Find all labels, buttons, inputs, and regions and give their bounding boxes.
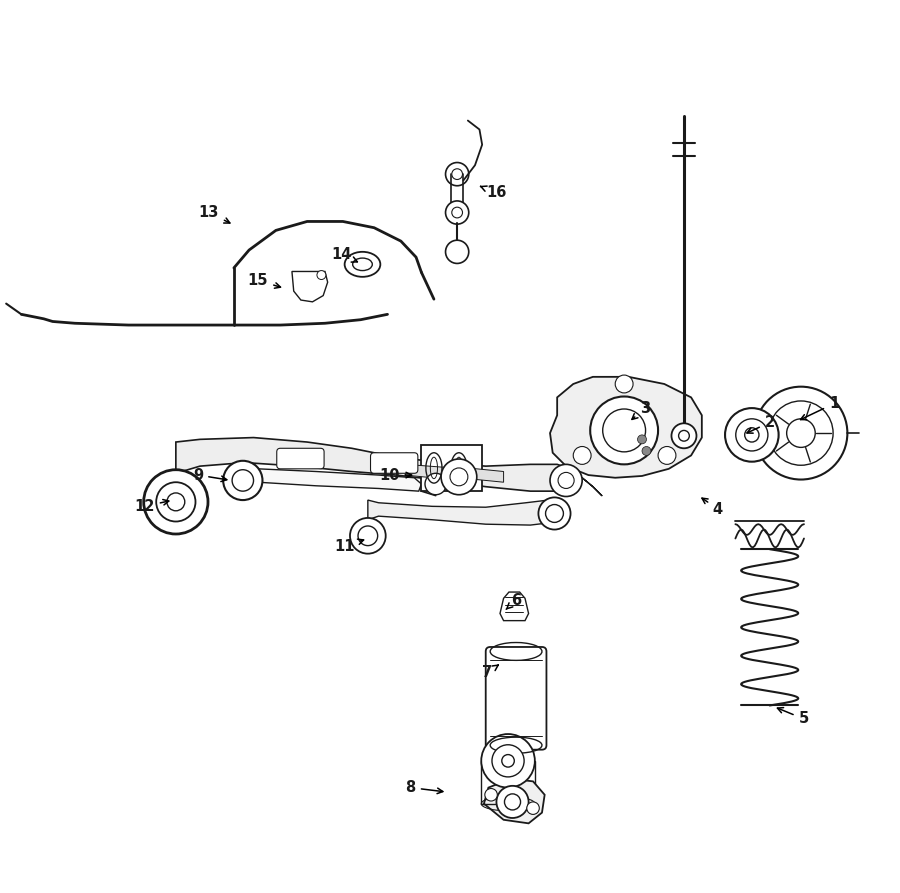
FancyBboxPatch shape <box>486 647 546 750</box>
FancyBboxPatch shape <box>277 448 324 469</box>
Text: 15: 15 <box>248 273 281 288</box>
Text: 11: 11 <box>335 539 364 554</box>
Bar <box>421 445 482 491</box>
Polygon shape <box>176 438 575 491</box>
Polygon shape <box>368 500 559 525</box>
FancyBboxPatch shape <box>482 761 535 804</box>
Circle shape <box>450 468 468 486</box>
Circle shape <box>616 375 633 393</box>
Text: 12: 12 <box>134 499 169 513</box>
Circle shape <box>157 482 195 522</box>
Text: 8: 8 <box>406 780 443 795</box>
Circle shape <box>223 461 263 500</box>
Circle shape <box>538 497 571 530</box>
Circle shape <box>736 419 768 451</box>
Ellipse shape <box>345 252 381 277</box>
Circle shape <box>502 755 514 767</box>
Circle shape <box>358 526 378 546</box>
Circle shape <box>642 446 651 455</box>
Circle shape <box>658 446 676 464</box>
Circle shape <box>590 396 658 464</box>
Text: 4: 4 <box>702 498 723 516</box>
Circle shape <box>526 802 539 814</box>
Text: 7: 7 <box>482 665 499 680</box>
Polygon shape <box>500 592 528 621</box>
Polygon shape <box>484 779 544 823</box>
Circle shape <box>446 201 469 224</box>
Circle shape <box>492 745 524 777</box>
Circle shape <box>446 240 469 263</box>
Circle shape <box>166 493 184 511</box>
Circle shape <box>725 408 778 462</box>
Text: 6: 6 <box>506 593 521 609</box>
Circle shape <box>637 435 646 444</box>
Text: 14: 14 <box>331 247 357 262</box>
Polygon shape <box>243 469 421 491</box>
Circle shape <box>505 794 520 810</box>
Circle shape <box>550 464 582 497</box>
Circle shape <box>744 428 759 442</box>
Circle shape <box>754 387 848 480</box>
Circle shape <box>497 786 528 818</box>
Circle shape <box>603 409 645 452</box>
Circle shape <box>671 423 697 448</box>
Circle shape <box>232 470 254 491</box>
Polygon shape <box>405 464 504 482</box>
Ellipse shape <box>353 258 373 271</box>
Circle shape <box>545 505 563 522</box>
Text: 5: 5 <box>778 707 809 726</box>
Circle shape <box>446 163 469 186</box>
Circle shape <box>452 169 463 179</box>
FancyBboxPatch shape <box>371 453 418 473</box>
Text: 13: 13 <box>199 205 230 223</box>
Circle shape <box>558 472 574 488</box>
Circle shape <box>441 459 477 495</box>
Polygon shape <box>550 377 702 478</box>
Circle shape <box>573 446 591 464</box>
Text: 3: 3 <box>632 401 650 420</box>
Text: 16: 16 <box>481 186 507 200</box>
Circle shape <box>482 734 535 788</box>
Polygon shape <box>292 271 328 302</box>
Circle shape <box>787 419 815 447</box>
Circle shape <box>317 271 326 280</box>
Text: 9: 9 <box>194 468 227 482</box>
Circle shape <box>452 207 463 218</box>
Circle shape <box>485 789 498 801</box>
Text: 10: 10 <box>379 468 411 482</box>
Text: 2: 2 <box>747 415 775 433</box>
Circle shape <box>144 470 208 534</box>
Circle shape <box>350 518 386 554</box>
Circle shape <box>425 473 446 495</box>
Text: 1: 1 <box>800 396 839 420</box>
Circle shape <box>769 401 833 465</box>
Circle shape <box>679 430 689 441</box>
